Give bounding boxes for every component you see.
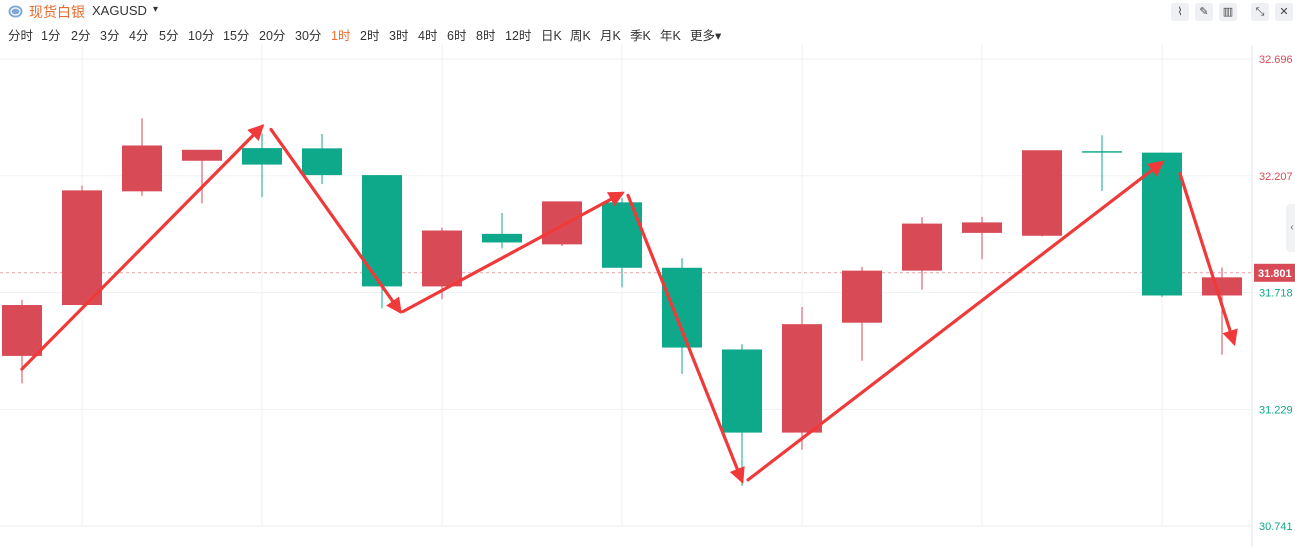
trend-arrow: [269, 127, 402, 315]
current-price-badge: [1254, 263, 1295, 282]
symbol-name[interactable]: 现货白银: [29, 4, 85, 20]
timeframe-tab[interactable]: 周K: [570, 29, 591, 43]
y-tick-label: 32.207: [1259, 171, 1293, 183]
candle-body: [2, 305, 42, 356]
timeframe-tab[interactable]: 6时: [447, 29, 467, 43]
candle-body: [182, 149, 222, 161]
candle-body: [1082, 151, 1122, 153]
side-panel-toggle-icon[interactable]: ‹: [1286, 204, 1295, 252]
timeframe-tab[interactable]: 8时: [476, 29, 496, 43]
candle-body: [902, 223, 942, 271]
chevron-down-icon[interactable]: ▾: [153, 4, 159, 15]
close-icon[interactable]: ✕: [1275, 3, 1293, 21]
timeframe-tab[interactable]: 2时: [360, 29, 380, 43]
timeframe-tab[interactable]: 4分: [129, 29, 149, 43]
timeframe-tab[interactable]: 3时: [389, 29, 409, 43]
y-tick-label: 31.229: [1259, 404, 1293, 416]
candle-body: [662, 267, 702, 348]
candle-body: [422, 230, 462, 287]
timeframe-tab[interactable]: 分时: [8, 29, 34, 43]
collapse-icon[interactable]: ⤡: [1251, 3, 1269, 21]
trend-arrow: [626, 193, 745, 484]
trend-arrow: [20, 124, 265, 371]
timeframe-tab[interactable]: 月K: [600, 29, 621, 43]
candle-body: [362, 175, 402, 287]
timeframe-tab[interactable]: 15分: [223, 29, 250, 43]
timeframe-tab[interactable]: 20分: [259, 29, 286, 43]
candle-body: [302, 148, 342, 176]
timeframe-tab[interactable]: 更多▾: [690, 29, 722, 43]
current-price-label: 31.801: [1258, 268, 1292, 280]
y-tick-label: 30.741: [1259, 521, 1293, 533]
pencil-icon[interactable]: ✎: [1195, 3, 1213, 21]
candle-body: [962, 222, 1002, 233]
candle-body: [1202, 277, 1242, 296]
timeframe-tab[interactable]: 4时: [418, 29, 438, 43]
candle-body: [722, 349, 762, 433]
candle-body: [242, 148, 282, 165]
timeframe-tab[interactable]: 10分: [188, 29, 215, 43]
candle-body: [122, 145, 162, 192]
silver-coin-icon: [8, 5, 23, 18]
timeframe-tab[interactable]: 3分: [100, 29, 120, 43]
timeframe-tab[interactable]: 1分: [41, 29, 61, 43]
timeframe-tab[interactable]: 12时: [505, 29, 532, 43]
y-tick-label: 31.718: [1259, 288, 1293, 300]
timeframe-tab[interactable]: 30分: [295, 29, 322, 43]
trend-arrow: [746, 160, 1165, 482]
candlestick-icon[interactable]: ▥: [1219, 3, 1237, 21]
timeframe-tab[interactable]: 季K: [630, 29, 651, 43]
timeframe-bar: 分时 1分 2分 3分 4分 5分 10分 15分 20分 30分 1时 2时 3时 4时 6时 8时 12时日…: [0, 25, 760, 45]
candle-body: [782, 324, 822, 433]
timeframe-tab[interactable]: 1时: [331, 29, 351, 43]
candle-body: [842, 270, 882, 323]
candle-body: [542, 201, 582, 245]
candle-body: [1022, 150, 1062, 236]
timeframe-tab[interactable]: 5分: [159, 29, 179, 43]
line-chart-icon[interactable]: ⌇: [1171, 3, 1189, 21]
timeframe-tab[interactable]: 日K: [541, 29, 562, 43]
candlestick-chart[interactable]: 32.696 32.207 31.718 31.229 30.741 31.801: [0, 45, 1295, 547]
trend-arrow: [1178, 172, 1238, 347]
candle-body: [62, 190, 102, 306]
y-tick-label: 32.696: [1259, 54, 1293, 66]
symbol-code[interactable]: XAGUSD: [92, 3, 147, 18]
candle-body: [482, 233, 522, 243]
trend-arrow: [401, 191, 625, 314]
chart-header: 现货白银 XAGUSD ▾ ⌇ ✎ ▥ ⤡ ✕: [0, 0, 1295, 24]
timeframe-tab[interactable]: 2分: [71, 29, 91, 43]
timeframe-tab[interactable]: 年K: [660, 29, 681, 43]
